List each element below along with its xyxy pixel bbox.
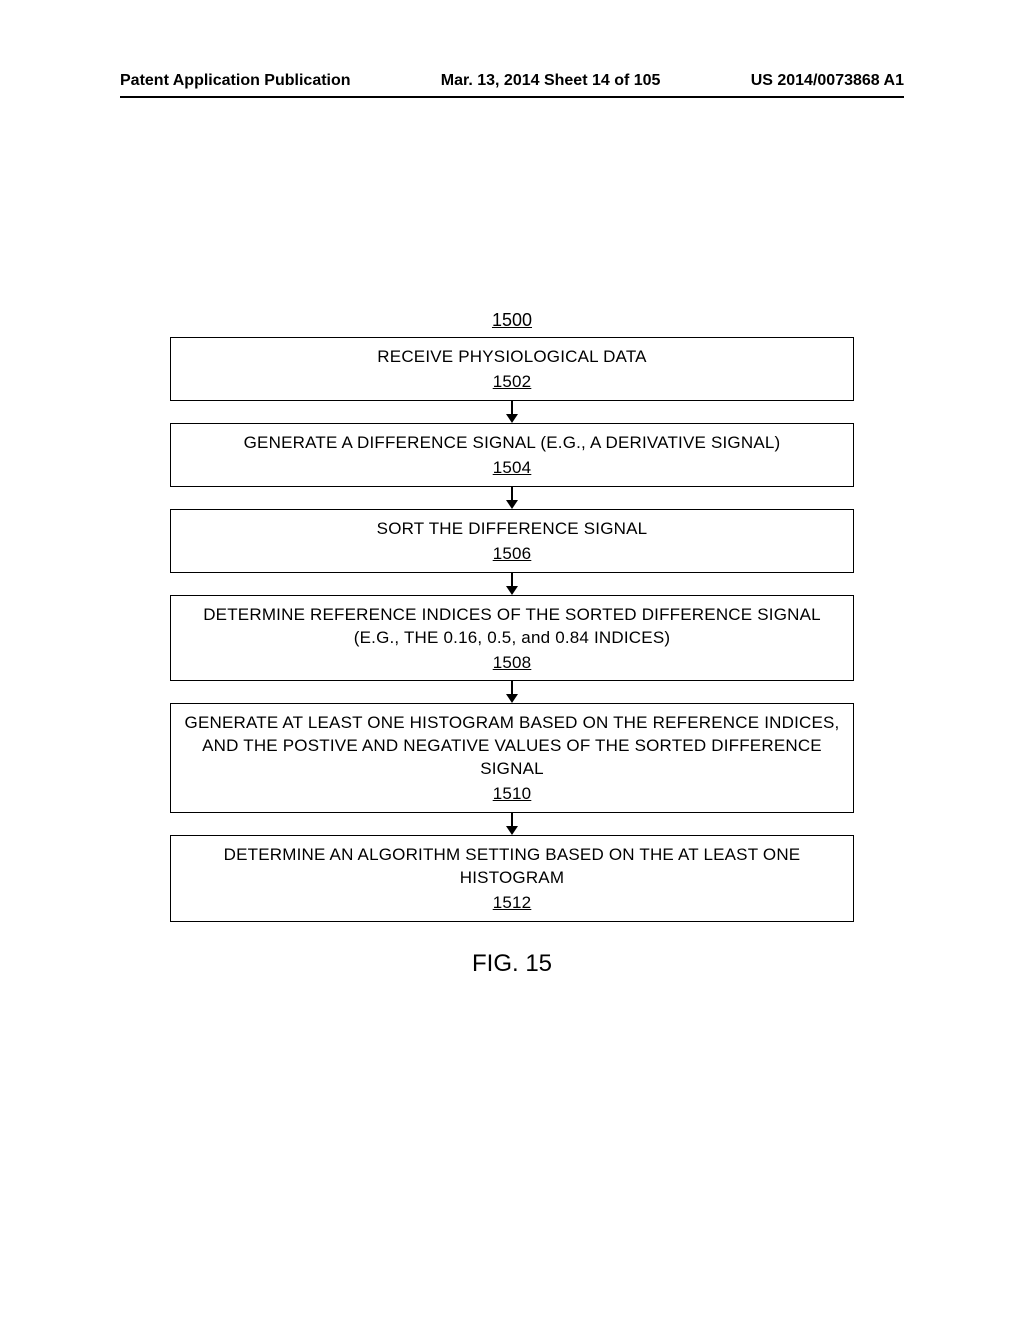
header-left: Patent Application Publication (120, 72, 351, 90)
flow-box-text: DETERMINE AN ALGORITHM SETTING BASED ON … (224, 845, 801, 887)
flow-box-1502: RECEIVE PHYSIOLOGICAL DATA 1502 (170, 337, 854, 401)
flowchart: 1500 RECEIVE PHYSIOLOGICAL DATA 1502 GEN… (170, 310, 854, 978)
figure-number: 1500 (492, 310, 532, 331)
flow-box-1512: DETERMINE AN ALGORITHM SETTING BASED ON … (170, 835, 854, 922)
flow-box-ref: 1502 (183, 371, 841, 394)
arrow-icon (506, 681, 518, 703)
flow-box-ref: 1508 (183, 652, 841, 675)
flow-box-text: DETERMINE REFERENCE INDICES OF THE SORTE… (203, 605, 821, 647)
page-header: Patent Application Publication Mar. 13, … (0, 72, 1024, 90)
flow-box-text: GENERATE A DIFFERENCE SIGNAL (E.G., A DE… (244, 433, 781, 452)
flow-box-ref: 1510 (183, 783, 841, 806)
flow-box-ref: 1506 (183, 543, 841, 566)
arrow-icon (506, 487, 518, 509)
flow-box-text: RECEIVE PHYSIOLOGICAL DATA (377, 347, 646, 366)
flow-box-1504: GENERATE A DIFFERENCE SIGNAL (E.G., A DE… (170, 423, 854, 487)
figure-caption: FIG. 15 (472, 950, 552, 978)
header-center: Mar. 13, 2014 Sheet 14 of 105 (441, 72, 661, 90)
header-rule (120, 96, 904, 98)
flow-box-ref: 1504 (183, 457, 841, 480)
flow-box-1508: DETERMINE REFERENCE INDICES OF THE SORTE… (170, 595, 854, 682)
arrow-icon (506, 573, 518, 595)
arrow-icon (506, 401, 518, 423)
header-right: US 2014/0073868 A1 (751, 72, 904, 90)
flow-box-1510: GENERATE AT LEAST ONE HISTOGRAM BASED ON… (170, 703, 854, 813)
flow-box-text: GENERATE AT LEAST ONE HISTOGRAM BASED ON… (185, 713, 840, 778)
arrow-icon (506, 813, 518, 835)
flow-box-text: SORT THE DIFFERENCE SIGNAL (377, 519, 648, 538)
flow-box-ref: 1512 (183, 892, 841, 915)
flow-box-1506: SORT THE DIFFERENCE SIGNAL 1506 (170, 509, 854, 573)
page: Patent Application Publication Mar. 13, … (0, 0, 1024, 1320)
